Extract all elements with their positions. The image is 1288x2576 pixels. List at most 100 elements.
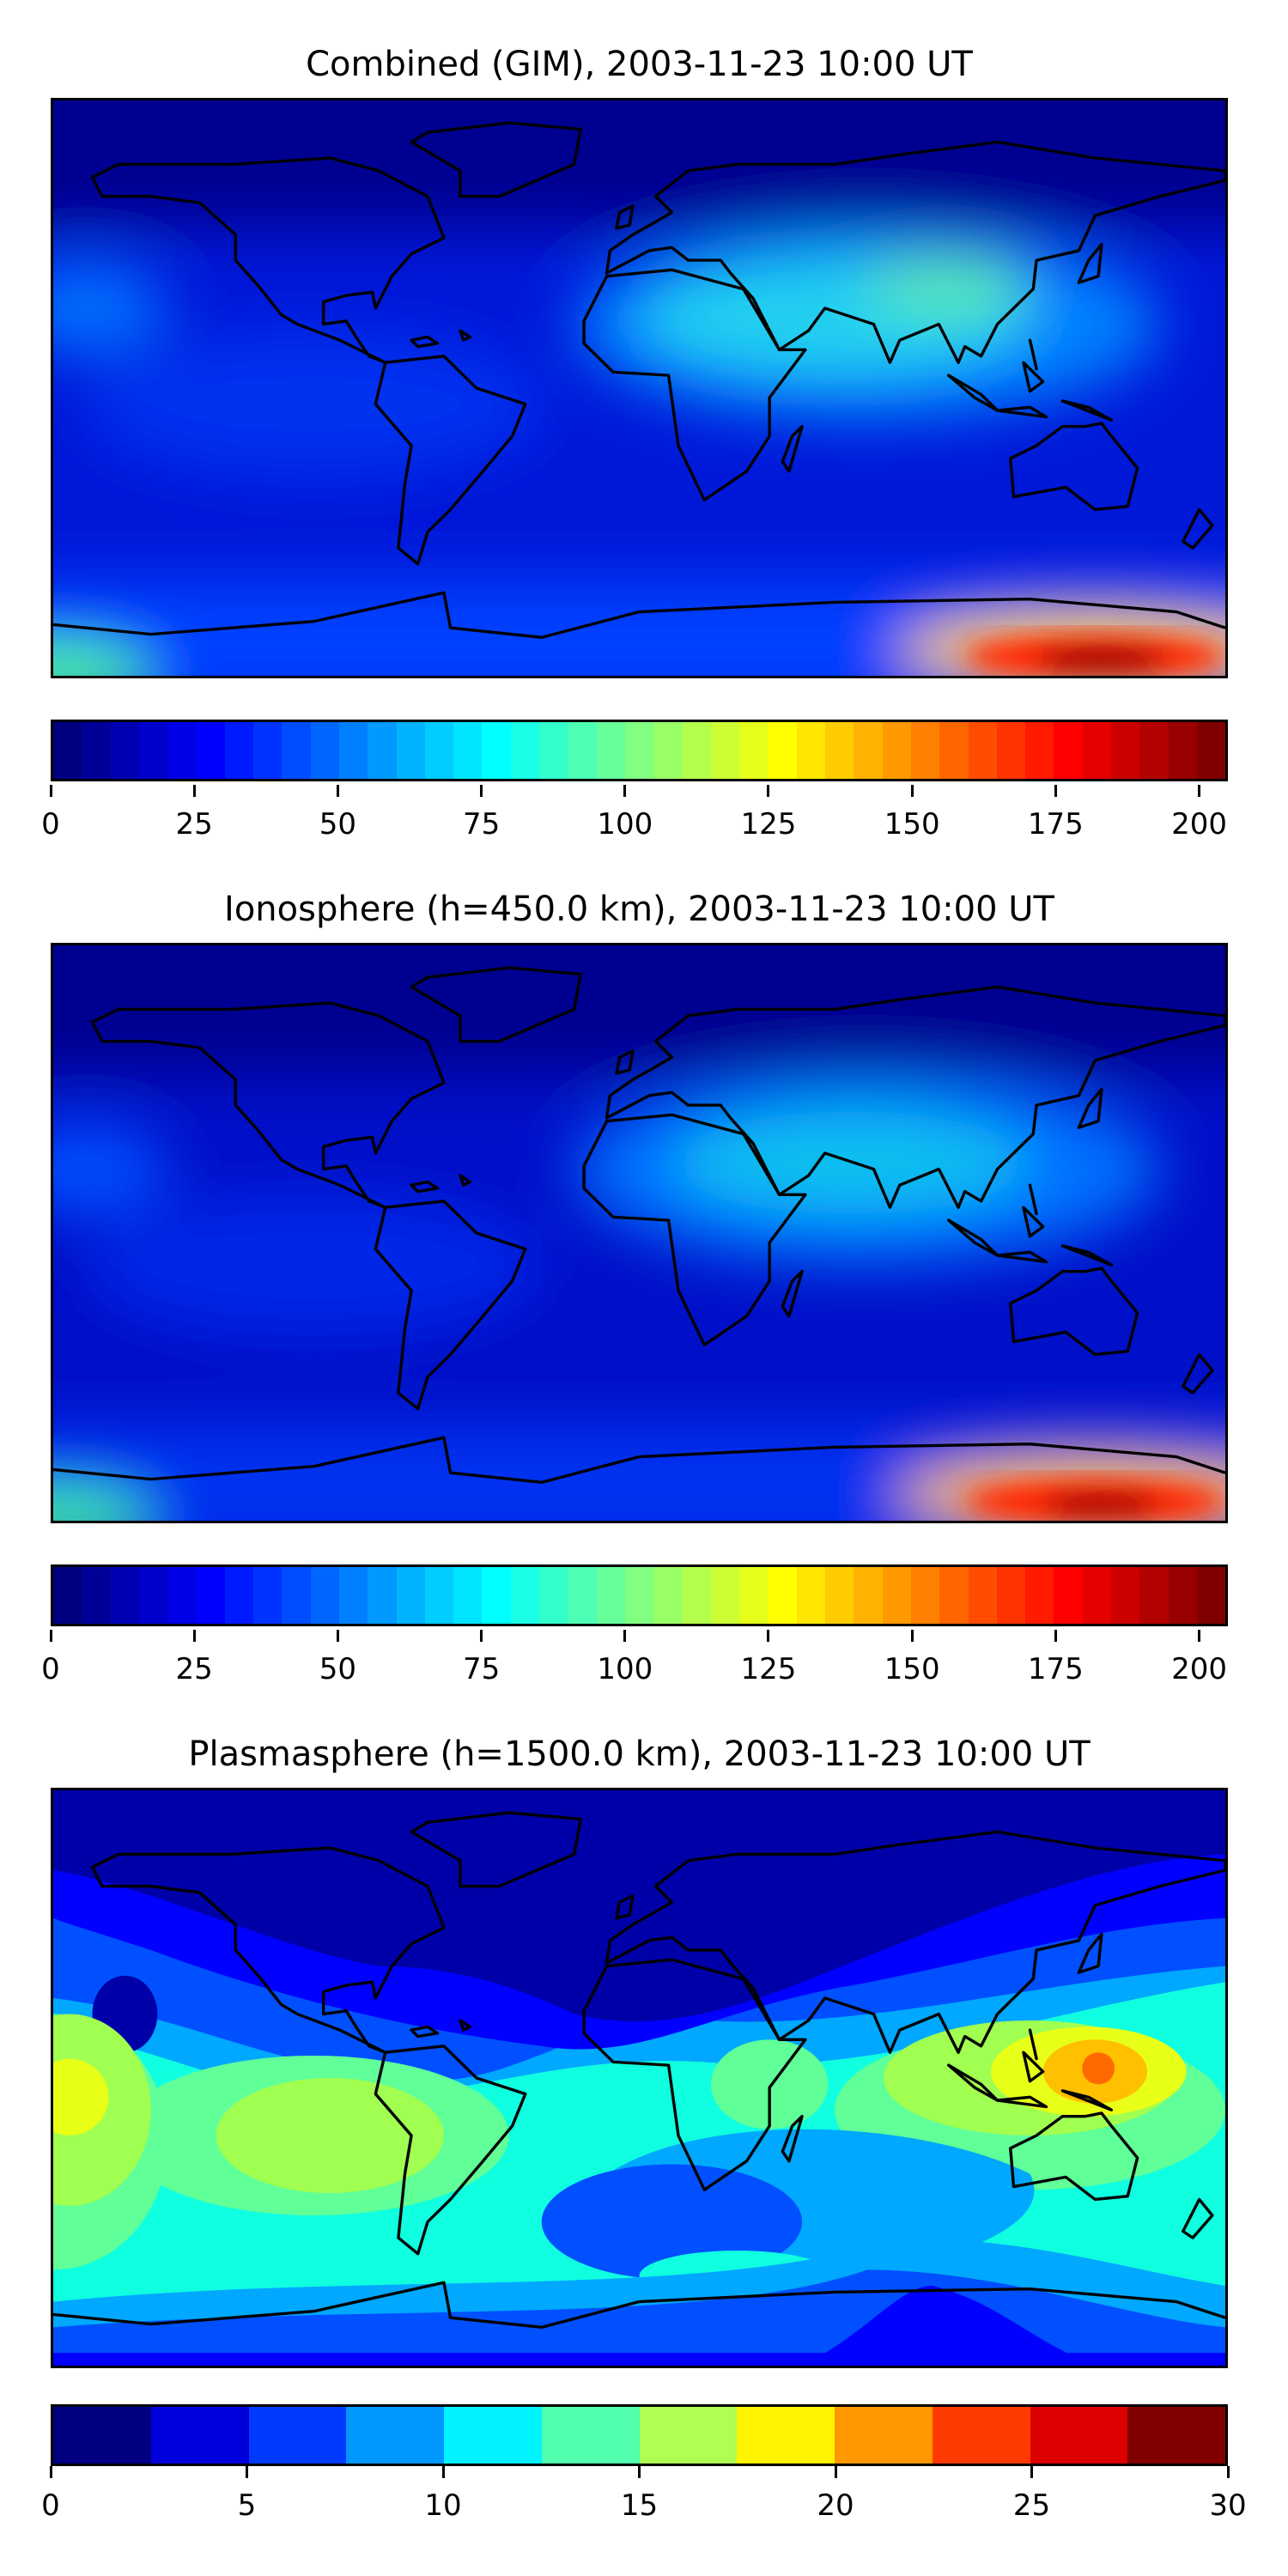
- colorbar-segment: [1168, 722, 1197, 779]
- colorbar-tick: [192, 785, 196, 797]
- chart-title-combined: Combined (GIM), 2003-11-23 10:00 UT: [306, 45, 973, 84]
- colorbar-tick-label: 25: [175, 807, 213, 841]
- colorbar-segment: [737, 2407, 835, 2464]
- colorbar-segment: [453, 722, 483, 779]
- colorbar-tick-label: 5: [237, 2488, 257, 2523]
- colorbar-tick-label: 100: [597, 1652, 653, 1686]
- colorbar-segment: [482, 1567, 511, 1624]
- colorbar-segment: [968, 1567, 997, 1624]
- colorbar-tick-label: 125: [740, 807, 797, 841]
- colorbar-tick-label: 25: [1012, 2488, 1051, 2523]
- colorbar-segment: [653, 722, 683, 779]
- colorbar-segment: [1082, 1567, 1111, 1624]
- colorbar-segment: [396, 722, 425, 779]
- colorbar-segment: [1025, 1567, 1054, 1624]
- map-svg-ionosphere: [53, 945, 1225, 1521]
- colorbar-segment: [1196, 722, 1226, 779]
- colorbar-segment: [510, 1567, 540, 1624]
- colorbar-segment: [568, 722, 597, 779]
- colorbar-segment: [682, 722, 711, 779]
- colorbar-segment: [539, 1567, 568, 1624]
- colorbar-segment: [224, 1567, 254, 1624]
- colorbar-segment: [53, 2407, 151, 2464]
- colorbar-tick: [638, 2466, 641, 2478]
- colorbar-segment: [796, 1567, 826, 1624]
- colorbar-tick-label: 20: [817, 2488, 854, 2523]
- colorbar-tick: [480, 785, 483, 797]
- colorbar-segment: [996, 722, 1026, 779]
- colorbar-segment: [424, 722, 454, 779]
- colorbar-segment: [338, 722, 368, 779]
- colorbar-segment: [1196, 1567, 1226, 1624]
- colorbar-segment: [82, 1567, 111, 1624]
- colorbar-segment: [1127, 2407, 1225, 2464]
- colorbar-tick-label: 200: [1171, 1652, 1227, 1686]
- colorbar-segment: [82, 722, 111, 779]
- colorbar-tick: [49, 785, 52, 797]
- colorbar-segment: [910, 722, 940, 779]
- colorbar-segment: [110, 722, 139, 779]
- colorbar-tick-label: 15: [620, 2488, 659, 2523]
- colorbar-tick: [1030, 2466, 1033, 2478]
- colorbar-segment: [282, 1567, 311, 1624]
- colorbar-tick: [834, 2466, 837, 2478]
- colorbar-segment: [167, 1567, 197, 1624]
- colorbar-segment: [932, 2407, 1030, 2464]
- colorbar-ionosphere: [51, 1564, 1228, 1626]
- colorbar-segment: [768, 1567, 797, 1624]
- colorbar-ticks-combined: 0 25 50 75 100 125 150 175 200: [41, 785, 1228, 845]
- map-svg-plasmasphere: [53, 1790, 1225, 2366]
- colorbar-tick: [623, 1630, 627, 1642]
- colorbar-segment: [568, 1567, 597, 1624]
- colorbar-tick-label: 175: [1027, 807, 1084, 841]
- map-plasmasphere: [51, 1788, 1228, 2368]
- colorbar-ticks-ionosphere: 0 25 50 75 100 125 150 175 200: [41, 1630, 1228, 1690]
- colorbar-segment: [739, 722, 769, 779]
- colorbar-segment: [53, 1567, 82, 1624]
- colorbar-segment: [346, 2407, 444, 2464]
- colorbar-segment: [1054, 1567, 1083, 1624]
- colorbar-plasmasphere: [51, 2404, 1228, 2466]
- colorbar-segment: [882, 722, 911, 779]
- colorbar-segment: [1139, 722, 1169, 779]
- colorbar-segment: [510, 722, 540, 779]
- colorbar-segment: [310, 722, 339, 779]
- map-svg-combined: [53, 100, 1225, 676]
- colorbar-segment: [910, 1567, 940, 1624]
- colorbar-tick: [623, 785, 627, 797]
- colorbar-segment: [968, 722, 997, 779]
- colorbar-segment: [710, 722, 740, 779]
- colorbar-tick: [336, 785, 339, 797]
- colorbar-tick-label: 50: [319, 1652, 357, 1686]
- colorbar-tick: [192, 1630, 196, 1642]
- colorbar-tick-label: 30: [1209, 2488, 1247, 2523]
- colorbar-segment: [639, 2407, 738, 2464]
- colorbar-tick: [49, 2466, 52, 2478]
- colorbar-segment: [396, 1567, 425, 1624]
- colorbar-segment: [248, 2407, 347, 2464]
- colorbar-segment: [882, 1567, 911, 1624]
- colorbar-tick-label: 125: [740, 1652, 797, 1686]
- colorbar-segment: [310, 1567, 339, 1624]
- colorbar-segment: [224, 722, 254, 779]
- colorbar-tick: [1054, 785, 1057, 797]
- colorbar-segment: [282, 722, 311, 779]
- colorbar-tick: [910, 785, 914, 797]
- colorbar-tick: [1054, 1630, 1057, 1642]
- colorbar-tick-label: 0: [41, 1652, 60, 1686]
- colorbar-segment: [1025, 722, 1054, 779]
- colorbar-tick: [767, 785, 770, 797]
- colorbar-tick-label: 0: [41, 2488, 60, 2523]
- colorbar-segment: [939, 722, 969, 779]
- colorbar-segment: [1139, 1567, 1169, 1624]
- colorbar-segment: [739, 1567, 769, 1624]
- colorbar-segment: [196, 1567, 225, 1624]
- colorbar-segment: [825, 722, 854, 779]
- colorbar-tick: [910, 1630, 914, 1642]
- colorbar-tick: [1226, 2466, 1230, 2478]
- colorbar-segment: [710, 1567, 740, 1624]
- colorbar-segment: [138, 1567, 168, 1624]
- colorbar-tick-label: 150: [884, 807, 940, 841]
- colorbar-tick: [1198, 785, 1201, 797]
- colorbar-tick: [480, 1630, 483, 1642]
